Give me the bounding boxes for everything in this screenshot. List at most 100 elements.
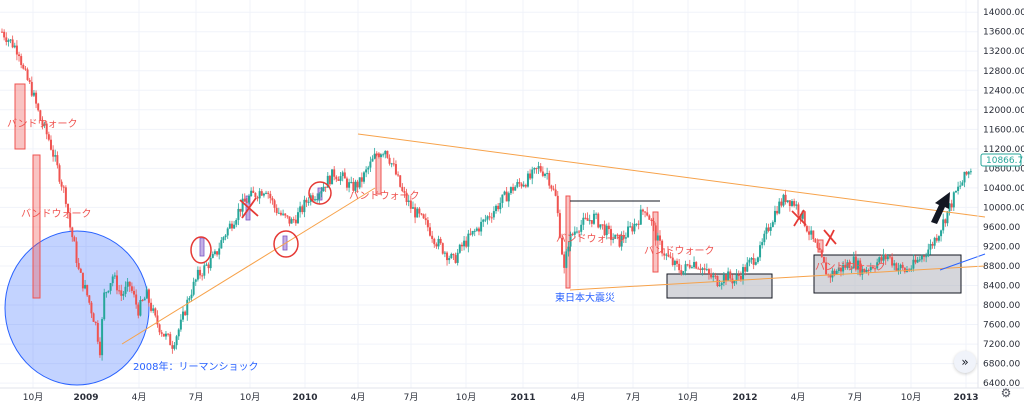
candle-body [399,175,402,187]
candle-body [908,269,911,271]
candle-body [541,171,544,176]
candle-body [454,255,457,263]
candle-body [786,200,789,203]
y-tick-label: 10400.00 [983,184,1024,194]
candle-body [816,242,819,248]
candle-body [303,199,306,213]
y-axis[interactable]: 14000.00 13600.00 13200.00 12800.00 12400.00… [983,8,1024,389]
candle-body [437,238,440,247]
candle-body [56,155,59,166]
range-box-1 [666,273,773,299]
candle-body [201,275,204,277]
candle-body [714,275,717,277]
candle-body [354,181,357,191]
candle-body [756,257,759,263]
candle-body [152,308,155,311]
candle-body [492,211,495,218]
candle-body [682,271,685,275]
svg-text:10866.72: 10866.72 [986,156,1024,166]
candle-body [441,243,444,254]
candle-body [627,226,630,238]
candle-body [874,268,877,270]
candle-body [386,150,389,158]
candle-body [211,254,214,258]
candle-body [605,225,608,236]
candle-body [844,264,847,268]
candle-body [861,268,864,275]
candle-body [629,226,632,228]
candle-body [305,199,308,203]
candle-body [837,267,840,272]
candle-body [128,281,131,287]
candle-body [243,198,246,202]
candle-body [733,280,736,284]
candle-body [343,172,346,179]
candle-body [539,166,542,172]
candle-body [345,178,348,188]
candle-body [509,187,512,194]
candle-body [369,161,372,168]
candle-body [328,175,331,185]
hand-circle-3 [308,181,332,205]
candle-body [420,213,423,215]
candle-body [552,188,555,190]
candle-body [318,193,321,200]
candle-body [869,267,872,271]
candle-body [235,219,238,225]
x-axis[interactable]: 10月 2009 4月 7月 10月 2010 4月 7月 10月 2011 4月 7月 10月 2012… [23,392,979,403]
candle-body [394,164,397,175]
hand-circle-2 [273,230,299,258]
x-tick-label: 10月 [456,392,476,403]
y-tick-label: 10800.00 [983,164,1024,174]
candle-body [169,334,172,346]
candle-body [103,292,106,320]
candle-body [320,191,323,194]
x-tick-label: 2011 [510,393,535,403]
candle-body [350,181,353,183]
candle-body [588,220,591,222]
candle-body [167,333,170,335]
candle-body [561,237,564,255]
candle-body [186,299,189,316]
candle-body [573,231,576,235]
candle-body [239,208,242,212]
candle-body [92,313,95,322]
band-walk-label-4: バンドウォーク [556,233,627,245]
candle-body [220,240,223,249]
candle-body [279,212,282,215]
y-tick-label: 7200.00 [983,340,1020,350]
candle-body [524,184,527,187]
candle-body [522,184,525,187]
candle-body [946,211,949,224]
candle-body [499,202,502,210]
candle-body [118,290,121,292]
candle-body [699,268,702,270]
candle-body [910,268,913,271]
scroll-to-realtime-button[interactable]: » [954,351,976,373]
candle-body [490,217,493,219]
candle-body [558,213,561,238]
y-tick-label: 9200.00 [983,242,1020,252]
y-tick-label: 6400.00 [983,379,1020,389]
candle-body [701,268,704,270]
candle-body [301,206,304,213]
gear-icon[interactable]: ⚙ [1000,386,1012,400]
band-walk-rect-3 [375,153,382,195]
y-tick-label: 8800.00 [983,262,1020,272]
candle-body [228,223,231,229]
candle-body [484,219,487,221]
candle-body [109,283,112,291]
candle-body [669,256,672,258]
candle-body [375,153,378,155]
candle-body [30,81,33,96]
candle-body [177,329,180,337]
y-tick-label: 7600.00 [983,321,1020,331]
candle-body [501,194,504,203]
candle-body [418,208,421,214]
candle-body [241,198,244,212]
candle-body [842,264,845,272]
candle-body [554,189,557,196]
candle-body [912,259,915,269]
candle-body [754,262,757,265]
